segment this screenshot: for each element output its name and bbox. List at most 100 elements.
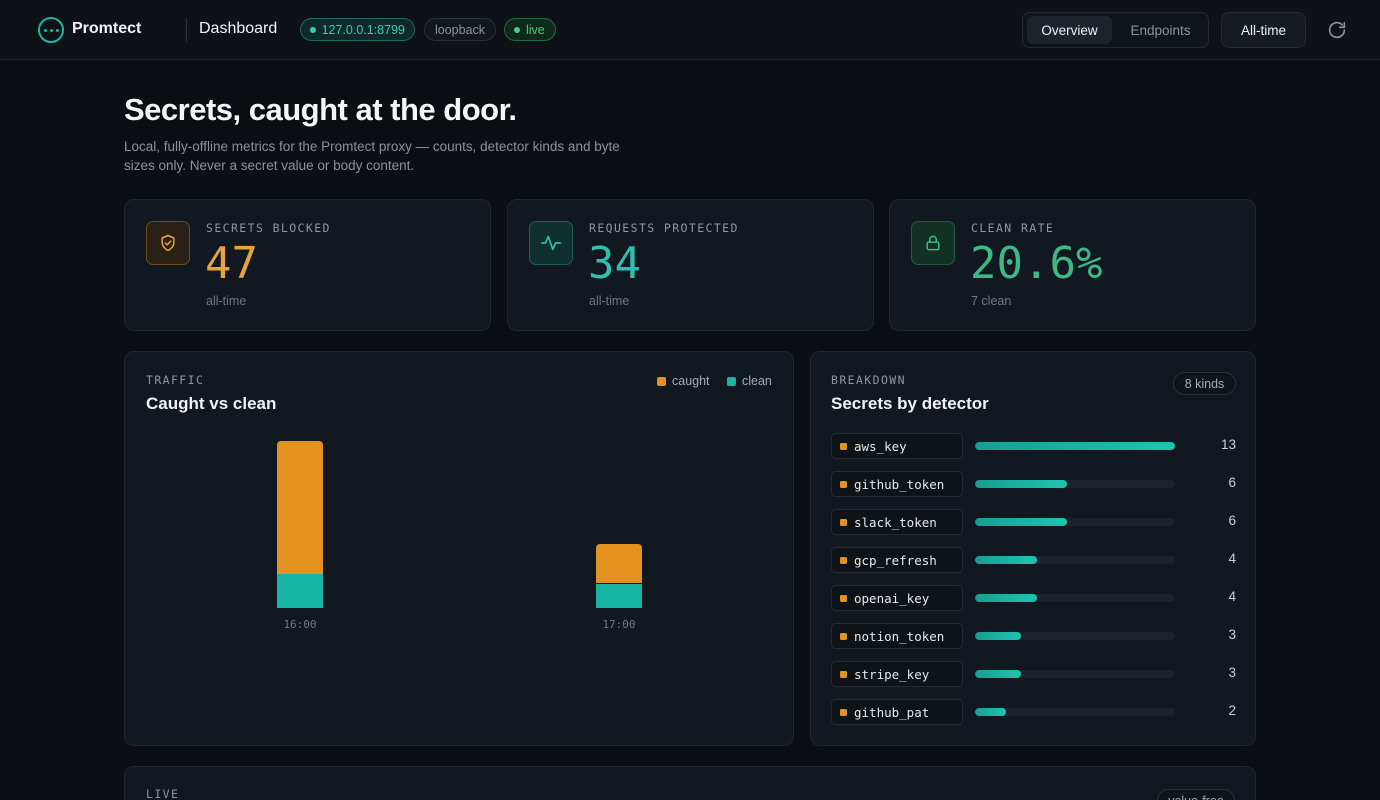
detector-name: github_pat <box>854 704 930 720</box>
value-free-badge: value-free <box>1157 789 1235 800</box>
detector-count: 13 <box>1220 437 1236 452</box>
refresh-icon[interactable] <box>1326 19 1348 41</box>
bar-clean-1700[interactable] <box>596 583 642 608</box>
page-title-breadcrumb: Dashboard <box>199 20 278 37</box>
bar-caught-1600[interactable] <box>277 441 323 574</box>
x-tick-label: 17:00 <box>602 618 636 631</box>
detector-count: 4 <box>1228 551 1236 566</box>
hero-title: Secrets, caught at the door. <box>124 92 517 127</box>
lock-icon <box>911 221 955 265</box>
breakdown-card: BREAKDOWN Secrets by detector 8 kinds aw… <box>810 351 1256 746</box>
detector-count: 2 <box>1228 703 1236 718</box>
live-text: live <box>526 22 545 37</box>
detector-row[interactable]: stripe_key 3 <box>831 661 1236 687</box>
stat-sub: all-time <box>206 294 247 308</box>
detector-row[interactable]: aws_key 13 <box>831 433 1236 459</box>
brand-name[interactable]: Promtect <box>72 20 142 37</box>
breakdown-title: Secrets by detector <box>831 394 989 413</box>
detector-bar-fill <box>975 632 1022 640</box>
detector-bar-track <box>975 632 1175 640</box>
detector-marker-icon <box>840 556 847 564</box>
detector-marker-icon <box>840 670 847 678</box>
detector-name-chip: github_pat <box>831 699 963 725</box>
live-dot-icon <box>514 26 520 33</box>
detector-row[interactable]: slack_token 6 <box>831 509 1236 535</box>
live-card: LIVE value-free <box>124 766 1256 800</box>
stat-sub: all-time <box>589 294 630 308</box>
detector-count: 6 <box>1228 513 1236 528</box>
legend-caught-label: caught <box>672 374 710 388</box>
detector-count: 3 <box>1228 627 1236 642</box>
detector-row[interactable]: notion_token 3 <box>831 623 1236 649</box>
shield-check-icon <box>146 221 190 265</box>
detector-name: notion_token <box>854 628 945 644</box>
detector-name: openai_key <box>854 590 930 606</box>
legend-clean-label: clean <box>742 374 772 388</box>
stat-label: REQUESTS PROTECTED <box>589 221 739 235</box>
hero-subtitle: Local, fully-offline metrics for the Pro… <box>124 139 620 173</box>
stat-label: SECRETS BLOCKED <box>206 221 331 235</box>
stat-sub: 7 clean <box>971 294 1012 308</box>
detector-name: gcp_refresh <box>854 552 937 568</box>
view-tabs: Overview Endpoints <box>1022 12 1209 48</box>
detector-bar-track <box>975 556 1175 564</box>
detector-row[interactable]: openai_key 4 <box>831 585 1236 611</box>
top-bar: Promtect Dashboard 127.0.0.1:8799 loopba… <box>0 0 1380 60</box>
stat-value: 47 <box>205 238 258 289</box>
detector-bar-track <box>975 480 1175 488</box>
address-dot-icon <box>310 26 316 33</box>
live-eyebrow: LIVE <box>146 787 180 800</box>
loopback-text: loopback <box>434 22 486 37</box>
stat-value: 20.6% <box>970 238 1103 289</box>
legend-clean: clean <box>727 374 772 388</box>
promtect-logo-icon[interactable] <box>38 17 64 43</box>
detector-name: github_token <box>854 476 945 492</box>
detector-count: 4 <box>1228 589 1236 604</box>
kinds-count-badge: 8 kinds <box>1173 372 1236 395</box>
tab-overview[interactable]: Overview <box>1027 16 1112 44</box>
detector-bar-fill <box>975 708 1006 716</box>
detector-bar-fill <box>975 670 1022 678</box>
traffic-title: Caught vs clean <box>146 394 277 413</box>
detector-name-chip: gcp_refresh <box>831 547 963 573</box>
detector-marker-icon <box>840 708 847 716</box>
time-range-button[interactable]: All-time <box>1221 12 1306 48</box>
stat-label: CLEAN RATE <box>971 221 1055 235</box>
address-text: 127.0.0.1:8799 <box>321 22 405 37</box>
bar-clean-1600[interactable] <box>277 573 323 608</box>
detector-bar-track <box>975 708 1175 716</box>
tab-endpoints[interactable]: Endpoints <box>1130 22 1191 38</box>
bar-caught-1700[interactable] <box>596 544 642 584</box>
detector-bar-track <box>975 518 1175 526</box>
detector-name-chip: openai_key <box>831 585 963 611</box>
detector-bar-fill <box>975 480 1068 488</box>
legend-caught-swatch <box>657 376 666 386</box>
detector-marker-icon <box>840 594 847 602</box>
detector-row[interactable]: gcp_refresh 4 <box>831 547 1236 573</box>
detector-marker-icon <box>840 480 847 488</box>
header-divider <box>186 18 187 42</box>
live-status-chip: live <box>504 18 556 41</box>
detector-name-chip: github_token <box>831 471 963 497</box>
detector-bar-track <box>975 594 1175 602</box>
detector-row[interactable]: github_pat 2 <box>831 699 1236 725</box>
detector-name-chip: notion_token <box>831 623 963 649</box>
detector-marker-icon <box>840 518 847 526</box>
detector-name: stripe_key <box>854 666 930 682</box>
activity-icon <box>529 221 573 265</box>
legend-clean-swatch <box>727 376 736 386</box>
detector-name: aws_key <box>854 438 907 454</box>
detector-name-chip: slack_token <box>831 509 963 535</box>
detector-count: 3 <box>1228 665 1236 680</box>
breakdown-eyebrow: BREAKDOWN <box>831 373 906 387</box>
address-chip: 127.0.0.1:8799 <box>300 18 415 41</box>
x-tick-label: 16:00 <box>283 618 317 631</box>
stat-card-clean-rate: CLEAN RATE 20.6% 7 clean <box>889 199 1256 331</box>
detector-row[interactable]: github_token 6 <box>831 471 1236 497</box>
detector-bar-track <box>975 670 1175 678</box>
detector-bar-fill <box>975 442 1175 450</box>
detector-count: 6 <box>1228 475 1236 490</box>
detector-bar-fill <box>975 594 1037 602</box>
detector-name: slack_token <box>854 514 937 530</box>
stat-card-requests-protected: REQUESTS PROTECTED 34 all-time <box>507 199 874 331</box>
